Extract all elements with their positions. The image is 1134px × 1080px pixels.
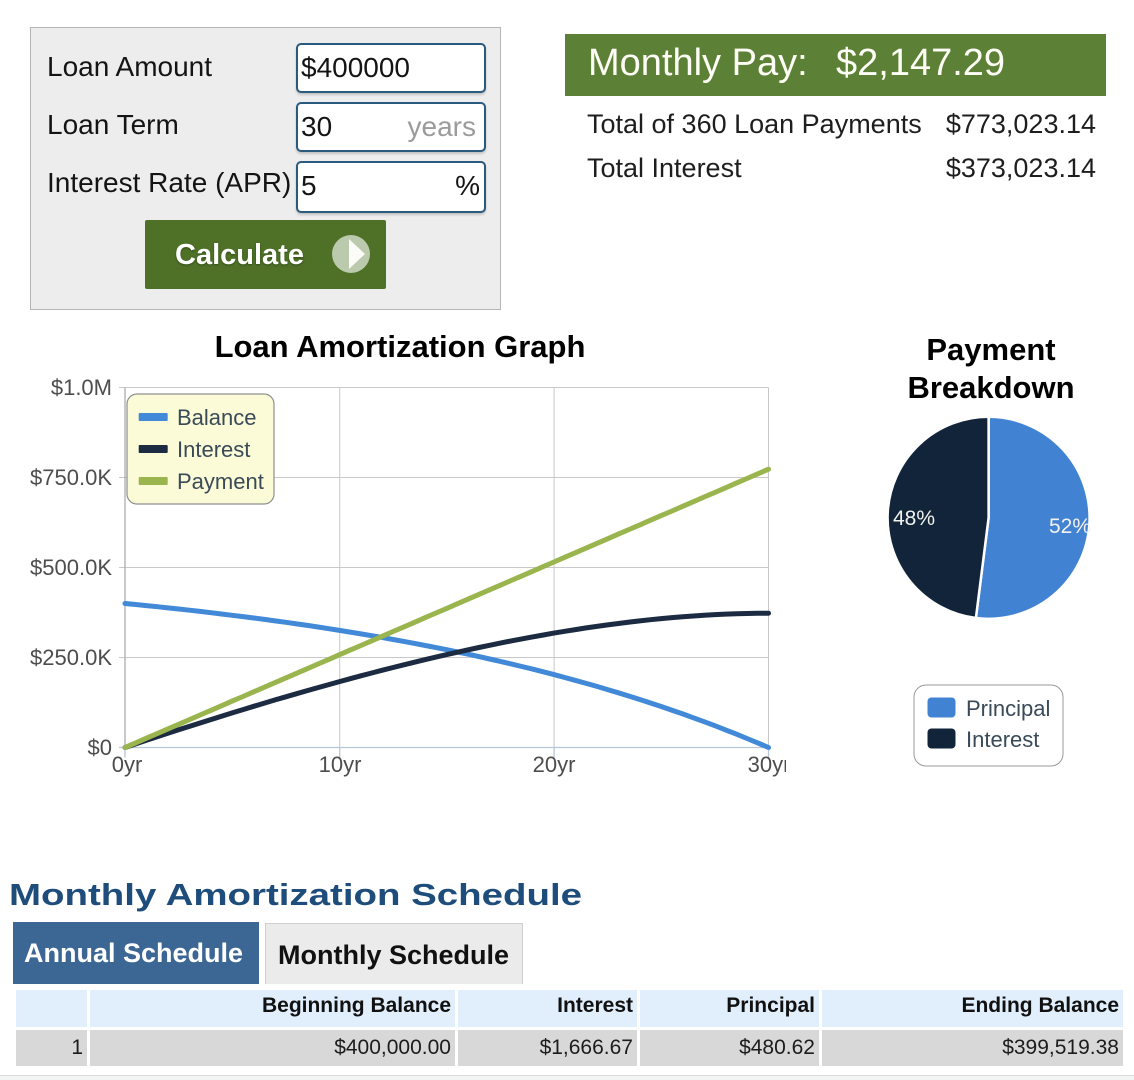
svg-text:$250.0K: $250.0K [30, 645, 112, 670]
svg-text:48%: 48% [893, 507, 935, 530]
svg-text:20yr: 20yr [533, 752, 576, 777]
svg-text:10yr: 10yr [319, 752, 362, 777]
svg-text:$750.0K: $750.0K [30, 465, 112, 490]
svg-text:$0: $0 [88, 735, 112, 760]
svg-text:Principal: Principal [966, 696, 1050, 721]
svg-text:Interest: Interest [177, 437, 250, 462]
svg-text:0yr: 0yr [112, 752, 143, 777]
svg-text:Payment: Payment [177, 469, 264, 494]
svg-text:$500.0K: $500.0K [30, 555, 112, 580]
svg-text:$1.0M: $1.0M [51, 375, 112, 400]
svg-text:Balance: Balance [177, 405, 257, 430]
svg-text:52%: 52% [1049, 515, 1091, 538]
svg-text:Interest: Interest [966, 727, 1039, 752]
svg-text:30yr: 30yr [748, 752, 791, 777]
